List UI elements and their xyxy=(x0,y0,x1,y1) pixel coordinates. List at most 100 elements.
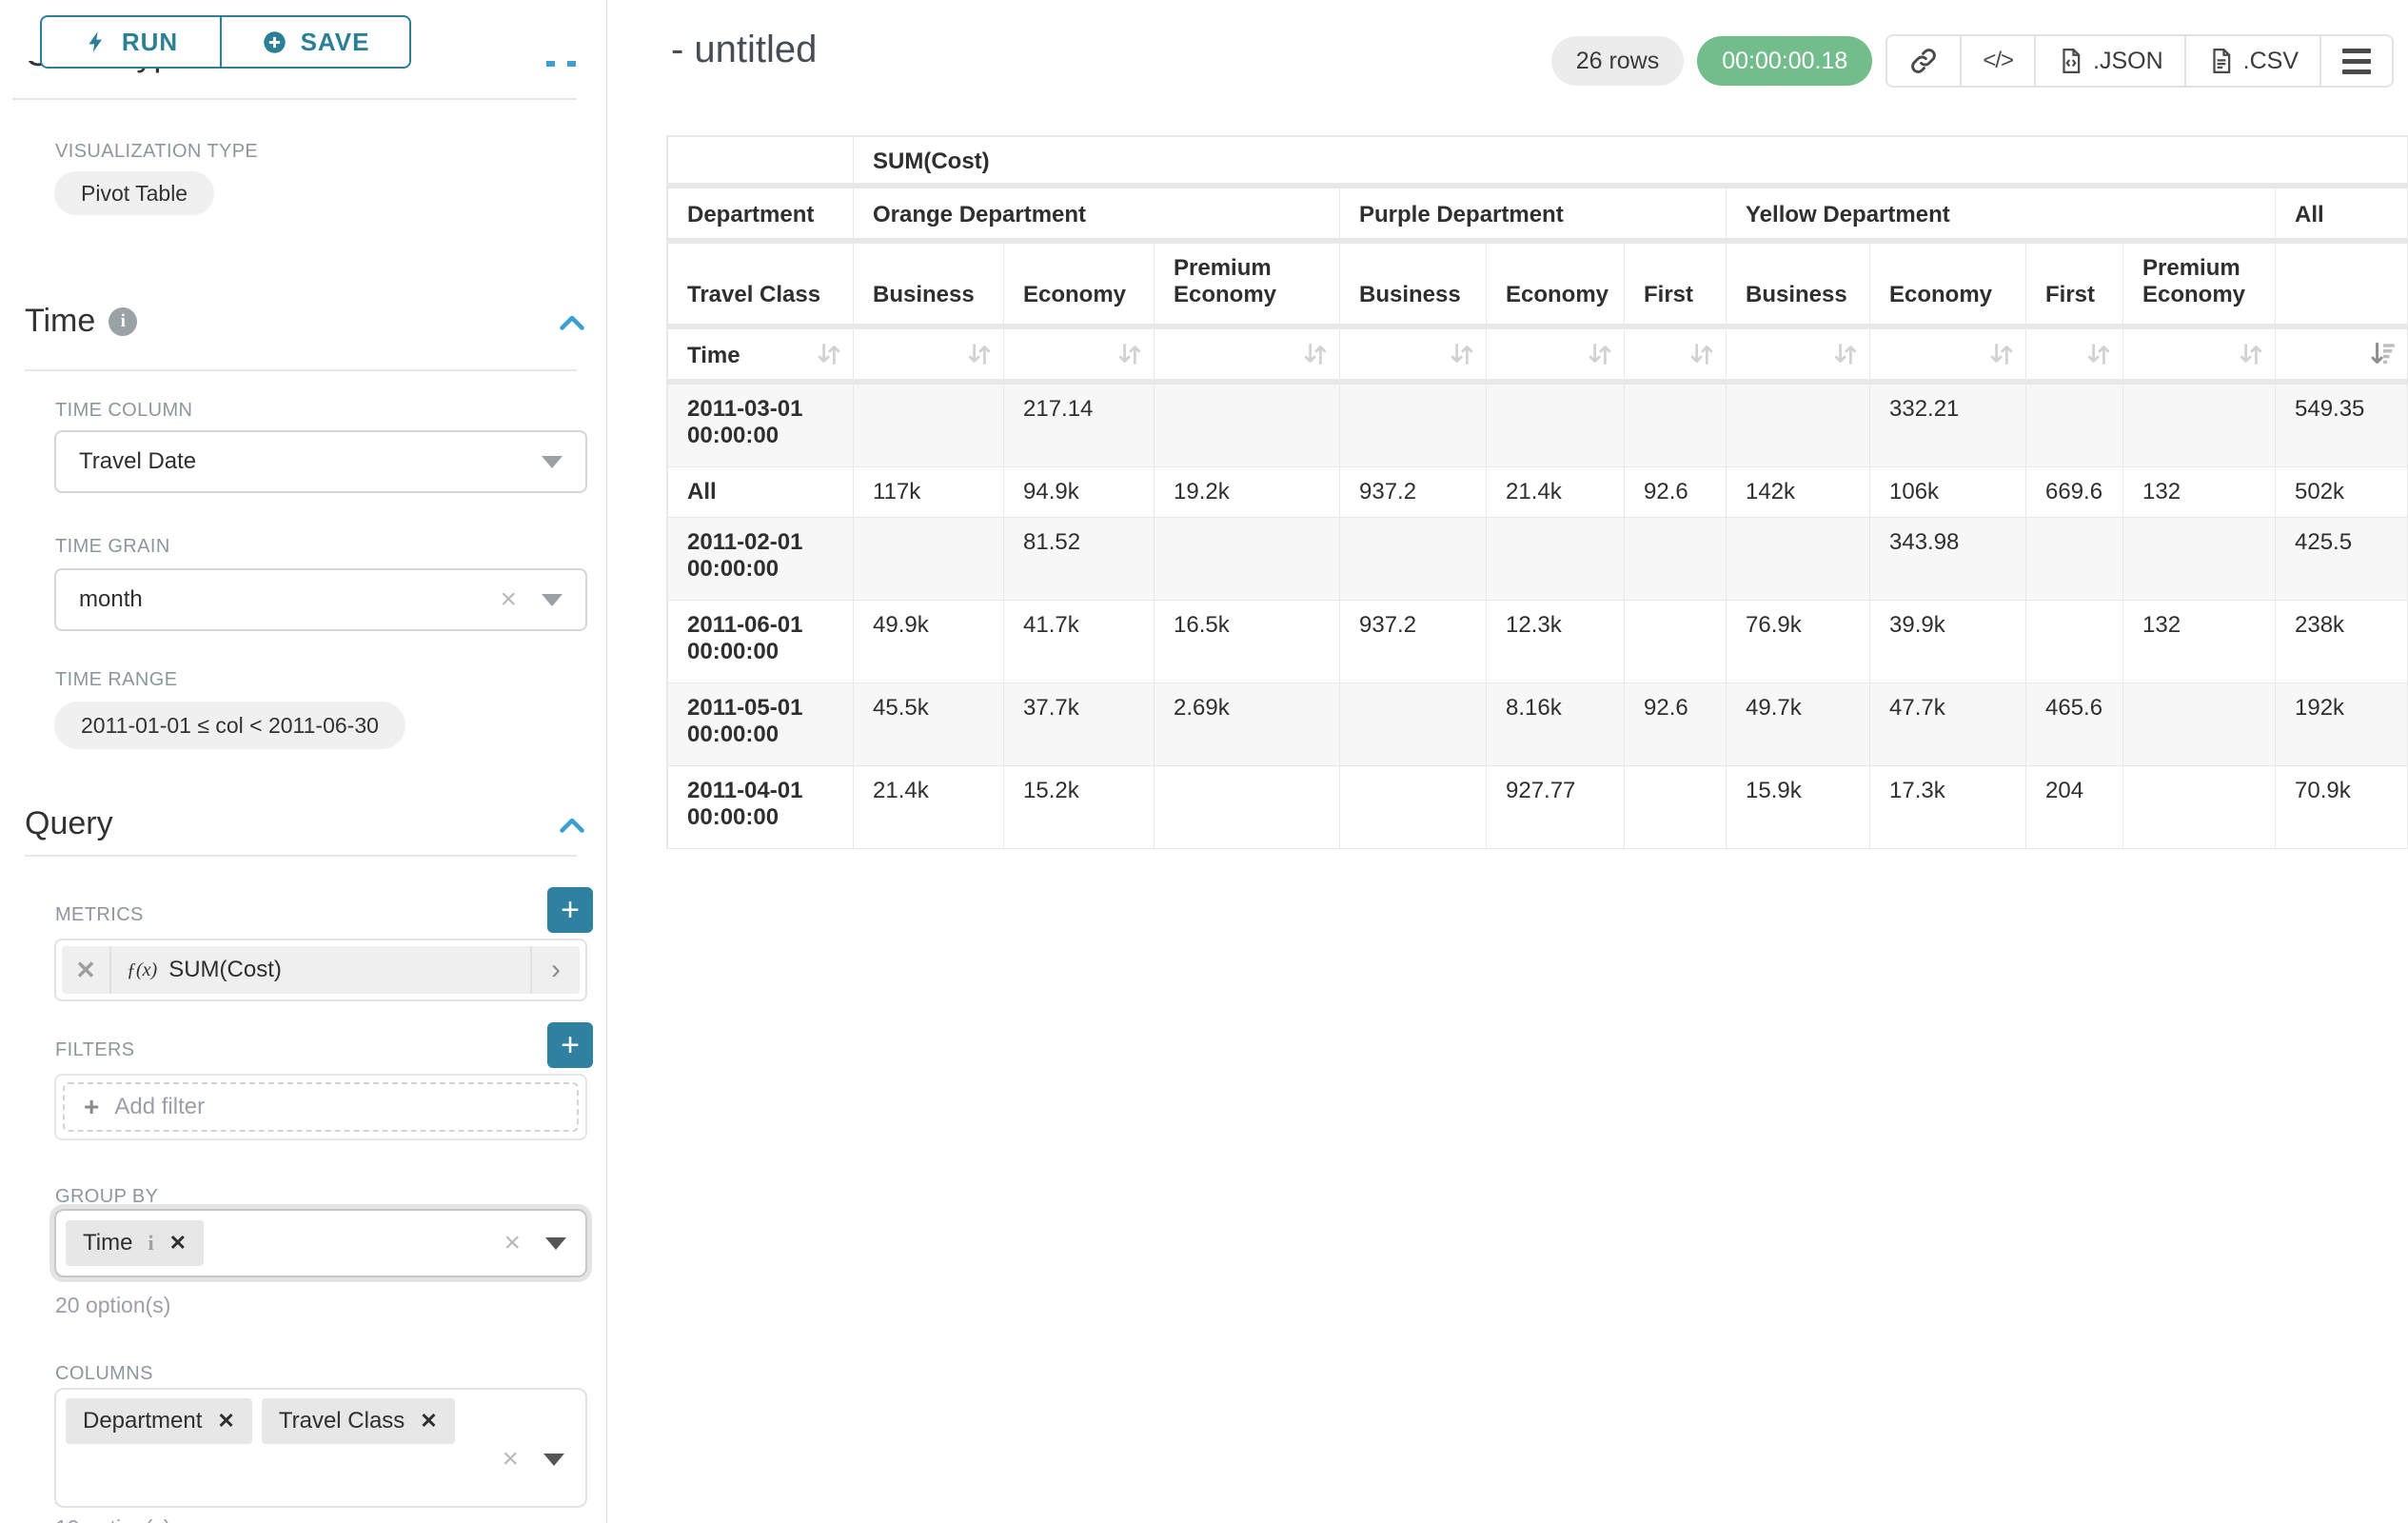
class-header: Business xyxy=(1340,244,1487,329)
pivot-cell: 17.3k xyxy=(1870,766,2026,849)
corner-cell xyxy=(668,137,854,188)
sort-both-icon[interactable] xyxy=(2237,340,2265,368)
time-column-select[interactable]: Travel Date xyxy=(54,430,587,493)
column-sort-header[interactable] xyxy=(1727,329,1870,385)
time-range-pill[interactable]: 2011-01-01 ≤ col < 2011-06-30 xyxy=(54,702,405,749)
sort-both-icon[interactable] xyxy=(1987,340,2016,368)
chip-label: Travel Class xyxy=(279,1408,405,1434)
time-dim-sort-header[interactable]: Time xyxy=(668,329,854,385)
column-sort-header[interactable] xyxy=(1155,329,1340,385)
column-sort-header[interactable] xyxy=(1340,329,1487,385)
pivot-cell: 669.6 xyxy=(2026,467,2123,518)
table-row: 2011-04-01 00:00:00 21.4k 15.2k 927.77 1… xyxy=(668,766,2408,849)
column-sort-header[interactable] xyxy=(2026,329,2123,385)
query-section-heading: Query xyxy=(25,805,113,842)
column-sort-header[interactable] xyxy=(1004,329,1155,385)
pivot-cell xyxy=(1155,518,1340,601)
pivot-cell: 21.4k xyxy=(854,766,1004,849)
header-actions: 26 rows 00:00:00.18 </> xyxy=(1551,34,2394,88)
chevron-down-icon[interactable] xyxy=(542,456,563,468)
collapse-query-section-chevron-up-icon[interactable] xyxy=(555,809,589,843)
columns-chip-department[interactable]: Department ✕ xyxy=(66,1398,252,1444)
metric-body[interactable]: ƒ(x) SUM(Cost) xyxy=(111,946,530,994)
time-grain-select[interactable]: month × xyxy=(54,568,587,631)
chevron-down-icon[interactable] xyxy=(543,1454,564,1466)
sort-both-icon[interactable] xyxy=(1688,340,1716,368)
chip-remove-icon[interactable]: ✕ xyxy=(169,1231,187,1256)
export-csv-label: .CSV xyxy=(2243,48,2299,75)
class-header: Economy xyxy=(1004,244,1155,329)
sort-both-icon[interactable] xyxy=(815,340,843,368)
sort-both-icon[interactable] xyxy=(1448,340,1476,368)
class-header: First xyxy=(1625,244,1727,329)
expand-metric-chevron-icon[interactable]: › xyxy=(530,946,580,994)
share-link-button[interactable] xyxy=(1887,36,1962,86)
save-button-label: SAVE xyxy=(301,28,370,57)
column-sort-header[interactable] xyxy=(1870,329,2026,385)
menu-button[interactable] xyxy=(2321,36,2392,86)
columns-select[interactable]: Department ✕ Travel Class ✕ × xyxy=(54,1388,587,1508)
time-column-value: Travel Date xyxy=(79,448,542,475)
remove-metric-icon[interactable]: ✕ xyxy=(62,946,111,994)
group-by-chip-time[interactable]: Time i ✕ xyxy=(66,1220,204,1266)
add-filter-dropzone[interactable]: + Add filter xyxy=(63,1082,579,1132)
table-row: 2011-03-01 00:00:00 217.14 332.21 549.35 xyxy=(668,385,2408,467)
run-button[interactable]: RUN xyxy=(40,15,221,69)
sort-both-icon[interactable] xyxy=(1586,340,1614,368)
pivot-cell: 12.3k xyxy=(1487,601,1625,683)
run-save-button-group: RUN SAVE xyxy=(40,15,411,69)
metric-pill[interactable]: ✕ ƒ(x) SUM(Cost) › xyxy=(62,946,580,994)
columns-chip-travel-class[interactable]: Travel Class ✕ xyxy=(262,1398,455,1444)
view-query-button[interactable]: </> xyxy=(1962,36,2036,86)
add-filter-plus-button[interactable]: + xyxy=(547,1022,593,1068)
column-sort-header[interactable] xyxy=(854,329,1004,385)
columns-options-hint: 19 option(s) xyxy=(55,1515,170,1523)
chevron-down-icon[interactable] xyxy=(545,1237,566,1250)
sort-both-icon[interactable] xyxy=(1115,340,1144,368)
metrics-label: METRICS xyxy=(55,904,144,926)
chip-label: Department xyxy=(83,1408,202,1434)
col-group-orange: Orange Department xyxy=(854,188,1340,244)
sort-both-icon[interactable] xyxy=(1301,340,1330,368)
chart-title[interactable]: - untitled xyxy=(671,29,817,71)
collapse-time-section-chevron-up-icon[interactable] xyxy=(555,307,589,341)
chip-remove-icon[interactable]: ✕ xyxy=(420,1409,437,1434)
pivot-cell: 81.52 xyxy=(1004,518,1155,601)
pivot-cell: 15.2k xyxy=(1004,766,1155,849)
table-row: All 117k 94.9k 19.2k 937.2 21.4k 92.6 14… xyxy=(668,467,2408,518)
clear-icon[interactable]: × xyxy=(500,583,517,616)
group-by-select[interactable]: Time i ✕ × xyxy=(54,1209,587,1277)
travel-class-dim-label: Travel Class xyxy=(668,244,854,329)
pivot-cell: 502k xyxy=(2276,467,2408,518)
chip-info-icon[interactable]: i xyxy=(148,1231,153,1256)
pivot-cell: 41.7k xyxy=(1004,601,1155,683)
columns-label: COLUMNS xyxy=(55,1363,153,1385)
pivot-cell: 19.2k xyxy=(1155,467,1340,518)
col-group-purple: Purple Department xyxy=(1340,188,1727,244)
clear-icon[interactable]: × xyxy=(503,1227,521,1259)
chevron-down-icon[interactable] xyxy=(542,594,563,606)
add-metric-button[interactable]: + xyxy=(547,887,593,933)
sort-descending-active-icon[interactable] xyxy=(2369,340,2398,368)
sort-both-icon[interactable] xyxy=(1831,340,1860,368)
save-button[interactable]: SAVE xyxy=(221,15,411,69)
pivot-cell: 204 xyxy=(2026,766,2123,849)
column-sort-header[interactable] xyxy=(2123,329,2276,385)
table-row: 2011-05-01 00:00:00 45.5k 37.7k 2.69k 8.… xyxy=(668,683,2408,766)
column-sort-header[interactable] xyxy=(1487,329,1625,385)
clear-icon[interactable]: × xyxy=(502,1443,519,1475)
pivot-cell xyxy=(1625,601,1727,683)
export-csv-button[interactable]: .CSV xyxy=(2186,36,2321,86)
sort-both-icon[interactable] xyxy=(2084,340,2113,368)
pivot-cell: 217.14 xyxy=(1004,385,1155,467)
file-text-icon xyxy=(2207,47,2236,75)
chip-remove-icon[interactable]: ✕ xyxy=(217,1409,234,1434)
sort-both-icon[interactable] xyxy=(965,340,994,368)
export-json-button[interactable]: .JSON xyxy=(2036,36,2186,86)
pivot-cell: 21.4k xyxy=(1487,467,1625,518)
pivot-cell xyxy=(1155,385,1340,467)
pivot-table: SUM(Cost) Department Orange Department P… xyxy=(666,135,2408,849)
column-sort-header-all-active[interactable] xyxy=(2276,329,2408,385)
visualization-type-pill[interactable]: Pivot Table xyxy=(54,171,214,215)
column-sort-header[interactable] xyxy=(1625,329,1727,385)
